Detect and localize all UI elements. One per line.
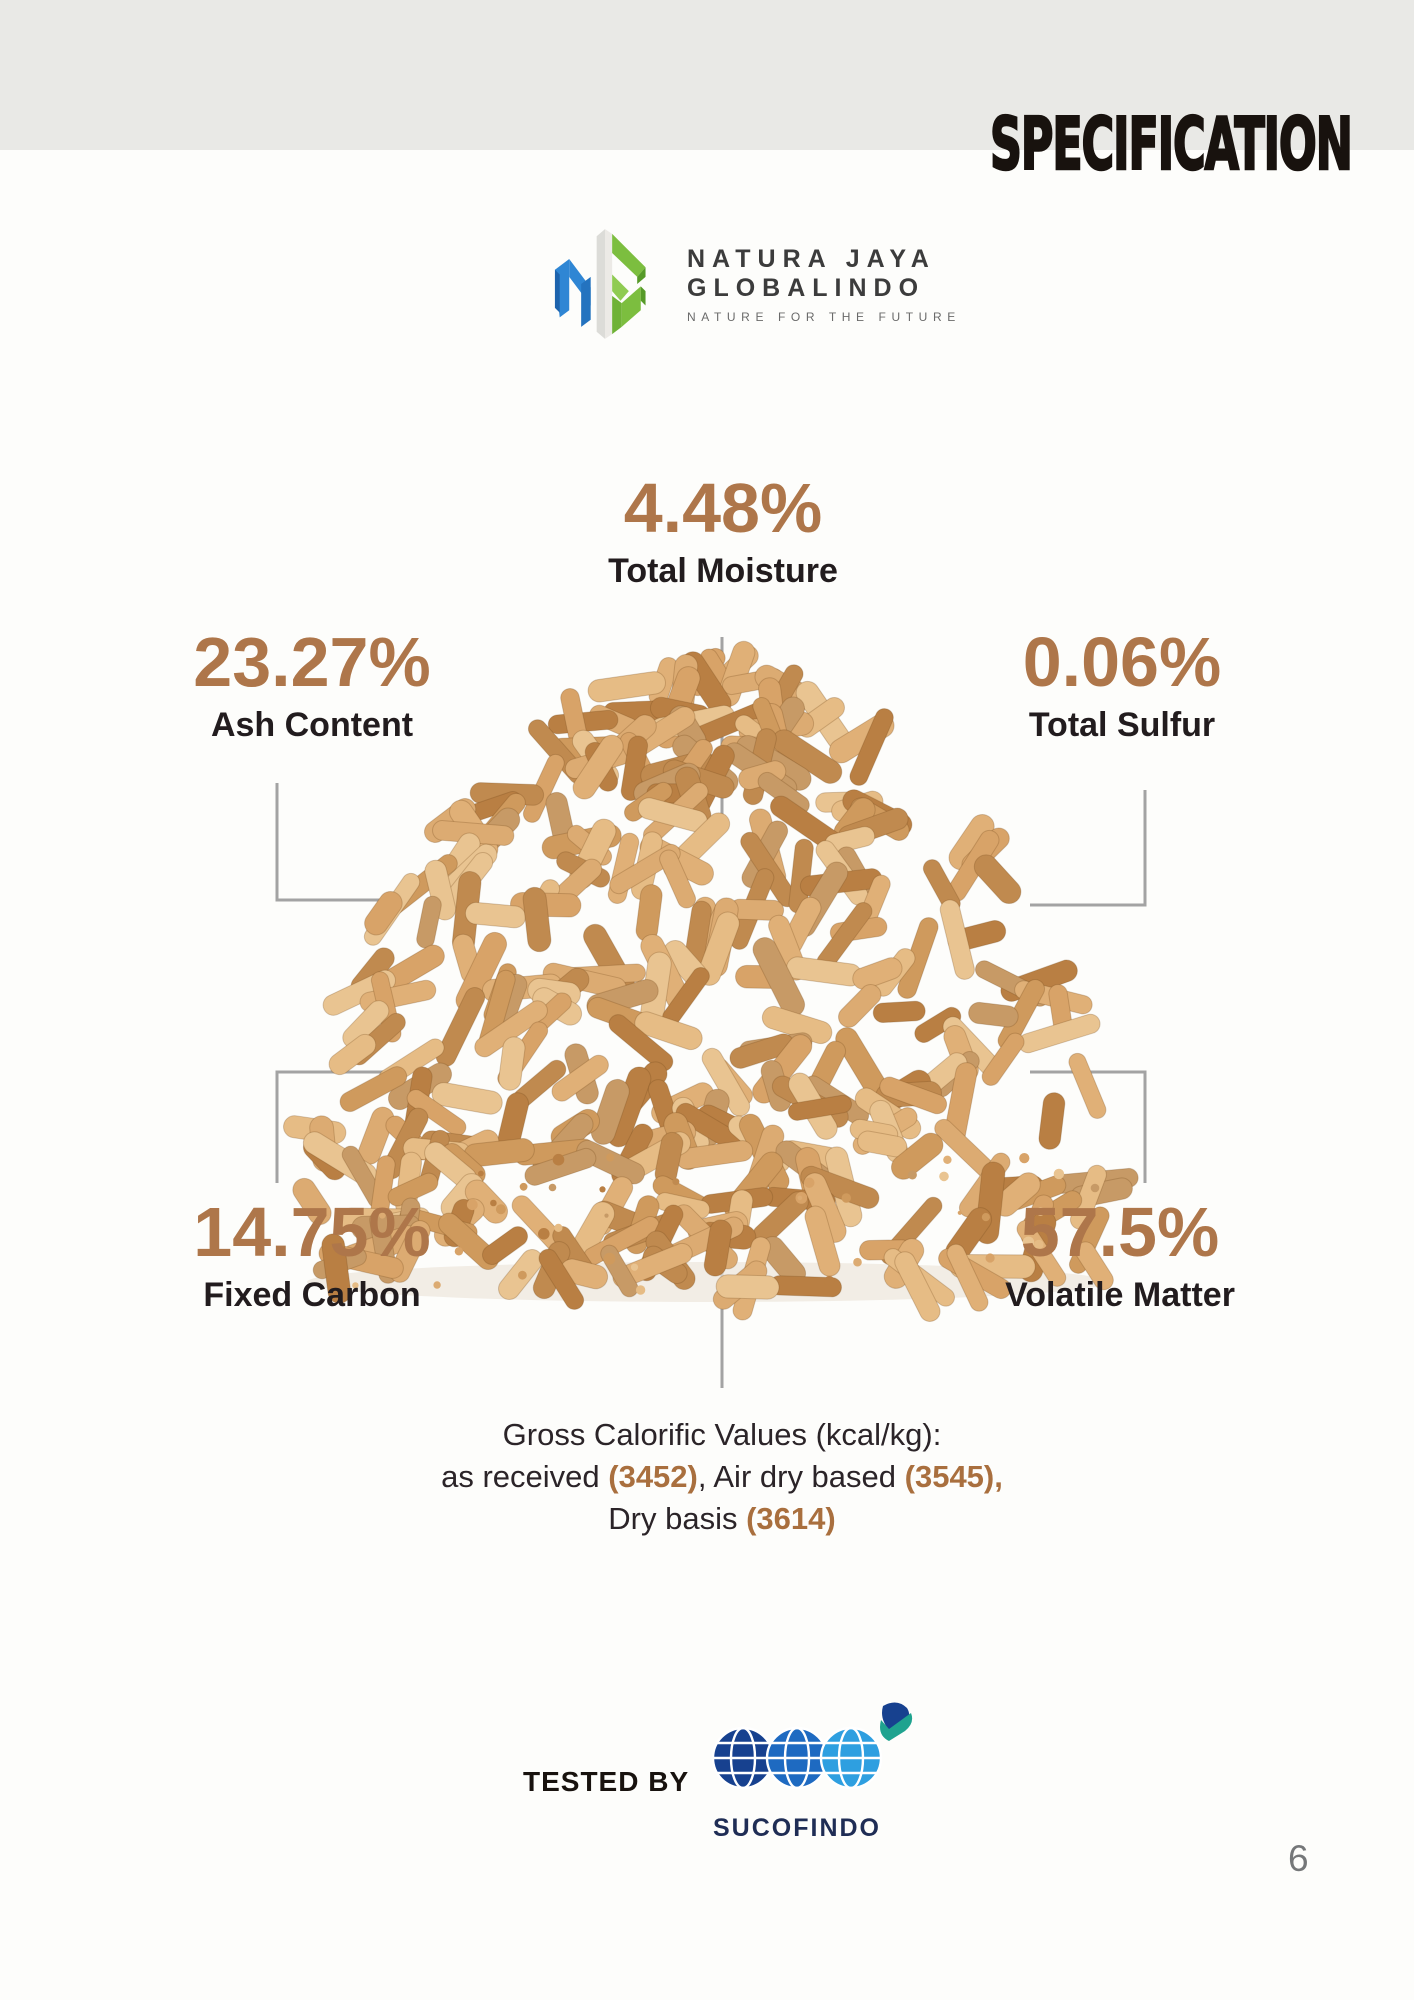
connector-bottom-right <box>1030 1070 1147 1183</box>
page-title: SPECIFICATION <box>989 102 1354 186</box>
stat-fixed-carbon-value: 14.75% <box>193 1193 431 1271</box>
stat-total-sulfur: 0.06% Total Sulfur <box>862 626 1382 745</box>
stat-fixed-carbon: 14.75% Fixed Carbon <box>52 1196 572 1315</box>
stat-ash-content: 23.27% Ash Content <box>52 626 572 745</box>
stat-total-moisture-label: Total Moisture <box>608 552 838 590</box>
page-number: 6 <box>1288 1838 1309 1879</box>
calorific-line1: Gross Calorific Values (kcal/kg): <box>502 1417 942 1452</box>
company-name: NATURA JAYA GLOBALINDO NATURE FOR THE FU… <box>687 245 961 324</box>
connector-bottom-left <box>275 1070 393 1183</box>
calorific-as-received-value: (3452) <box>608 1459 698 1494</box>
company-name-line2: GLOBALINDO <box>687 273 926 302</box>
globes-icon <box>711 1726 883 1790</box>
stat-total-sulfur-label: Total Sulfur <box>1028 706 1216 744</box>
stat-total-moisture: 4.48% Total Moisture <box>463 472 983 591</box>
calorific-values-text: Gross Calorific Values (kcal/kg): as rec… <box>322 1414 1122 1540</box>
calorific-dry-basis-value: (3614) <box>746 1501 836 1536</box>
sucofindo-logo: SUCOFINDO <box>705 1698 925 1853</box>
sucofindo-wordmark: SUCOFINDO <box>713 1814 881 1842</box>
header-band <box>0 0 1414 150</box>
stat-volatile-matter: 57.5% Volatile Matter <box>860 1196 1380 1315</box>
connector-top-left <box>275 783 393 902</box>
calorific-air-dry-value: (3545) <box>904 1459 995 1494</box>
stat-fixed-carbon-label: Fixed Carbon <box>203 1276 421 1314</box>
stat-ash-content-label: Ash Content <box>210 706 414 744</box>
stat-ash-content-value: 23.27% <box>193 623 431 701</box>
stat-volatile-matter-label: Volatile Matter <box>1005 1276 1235 1314</box>
connector-top-right <box>1030 790 1147 907</box>
calorific-line3: Dry basis (3614) <box>608 1501 836 1536</box>
company-name-line1: NATURA JAYA <box>687 244 936 273</box>
company-logo-icon <box>554 229 646 339</box>
check-badge-icon <box>880 1702 913 1741</box>
stat-total-sulfur-value: 0.06% <box>1022 623 1222 701</box>
tested-by-label: TESTED BY <box>523 1766 690 1797</box>
stat-total-moisture-value: 4.48% <box>623 469 823 547</box>
company-logo: NATURA JAYA GLOBALINDO NATURE FOR THE FU… <box>545 222 961 346</box>
company-tagline: NATURE FOR THE FUTURE <box>687 309 961 324</box>
calorific-line2: as received (3452), Air dry based (3545)… <box>441 1459 1003 1494</box>
stat-volatile-matter-value: 57.5% <box>1020 1193 1220 1271</box>
